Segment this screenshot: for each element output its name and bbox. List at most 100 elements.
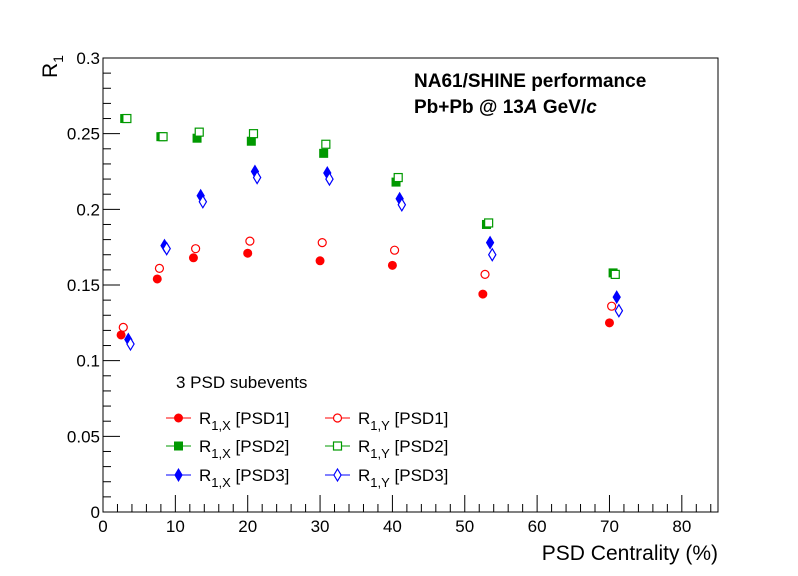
x-tick-label: 30: [311, 517, 330, 536]
data-point: [243, 248, 253, 258]
legend-label-sub: 1,Y: [370, 475, 390, 490]
legend-label-sub: 1,X: [211, 418, 231, 433]
x-tick-label: 70: [600, 517, 619, 536]
tick-labels: 0 10 20 30 40 50 60 70 80 0 0.05 0.1 0.15 0.2 0.25 0.3: [67, 49, 691, 536]
series-r1-y-psd3: [126, 170, 624, 352]
x-axis-title: PSD Centrality (%): [542, 542, 718, 565]
y-tick-label: 0.25: [67, 125, 100, 144]
y-axis-title-main: R: [39, 63, 62, 78]
legend-label-rest: [PSD3]: [231, 466, 290, 485]
x-tick-label: 10: [166, 517, 185, 536]
data-point: [607, 301, 617, 311]
legend-label-sub: 1,X: [211, 446, 231, 461]
data-point: [126, 336, 135, 352]
data-point: [389, 245, 400, 255]
legend-label: R1,X [PSD3]: [199, 466, 289, 490]
data-point: [252, 170, 262, 185]
y-axis-title-sub: 1: [50, 55, 66, 63]
data-markers: [116, 113, 624, 352]
legend-label-main: R: [199, 437, 211, 456]
data-point: [118, 322, 128, 332]
legend-label: R1,Y [PSD3]: [358, 466, 448, 490]
data-point: [480, 269, 490, 280]
data-point: [478, 289, 488, 299]
data-point: [162, 241, 171, 256]
legend-entry: R1,X [PSD3]: [166, 466, 289, 490]
legend-label-rest: [PSD2]: [390, 437, 449, 456]
y-tick-label: 0: [91, 503, 100, 522]
data-point: [387, 260, 397, 270]
y-tick-label: 0.2: [76, 200, 100, 219]
series-r1-y-psd1: [118, 236, 617, 332]
annotation-system-part2: A: [523, 97, 538, 118]
data-point: [393, 172, 403, 183]
x-tick-label: 80: [672, 517, 691, 536]
legend-marker: [332, 441, 343, 451]
legend-label-main: R: [358, 409, 370, 428]
data-point: [188, 253, 198, 263]
x-tick-label: 50: [455, 517, 474, 536]
data-point: [614, 303, 624, 318]
data-point: [315, 256, 325, 266]
legend-entry: R1,Y [PSD1]: [325, 409, 448, 433]
data-point: [246, 136, 256, 146]
annotation-system-part4: c: [586, 97, 597, 118]
svg-text:R1: R1: [39, 55, 66, 78]
legend-marker: [174, 413, 183, 423]
legend-label-rest: [PSD2]: [231, 437, 290, 456]
legend-entry: R1,X [PSD2]: [166, 437, 289, 461]
data-point: [604, 318, 614, 328]
data-point: [610, 269, 620, 280]
data-point: [485, 235, 495, 250]
x-tick-label: 60: [528, 517, 547, 536]
data-point: [612, 290, 621, 305]
legend-label: R1,Y [PSD1]: [358, 409, 448, 433]
series-r1-y-psd2: [122, 113, 620, 280]
legend-marker: [174, 441, 183, 451]
data-point: [325, 171, 334, 187]
legend-label-main: R: [199, 466, 211, 485]
legend-header: 3 PSD subevents: [176, 373, 307, 392]
data-point: [245, 236, 255, 246]
annotation-system: Pb+Pb @ 13A GeV/c: [414, 97, 597, 118]
legend-entry: R1,Y [PSD3]: [325, 466, 448, 490]
data-point: [484, 218, 494, 228]
y-tick-label: 0.15: [67, 276, 100, 295]
y-axis-title: R1: [39, 55, 66, 78]
legend: R1,X [PSD1] R1,Y [PSD1]R1,X [PSD2] R1,Y [P…: [166, 409, 448, 490]
axis-ticks: [102, 57, 712, 513]
legend-marker: [332, 413, 343, 423]
legend-label-rest: [PSD1]: [390, 409, 449, 428]
legend-label-main: R: [358, 437, 370, 456]
legend-label-rest: [PSD3]: [390, 466, 449, 485]
plot-frame: [102, 57, 719, 513]
y-tick-label: 0.3: [76, 49, 100, 68]
x-tick-label: 40: [383, 517, 402, 536]
legend-label-main: R: [358, 466, 370, 485]
annotation-experiment: NA61/SHINE performance: [414, 71, 646, 92]
data-point: [317, 238, 327, 248]
annotation-system-part3: GeV/: [538, 97, 587, 118]
x-tick-label: 0: [98, 517, 107, 536]
data-point: [397, 197, 407, 212]
legend-entry: R1,Y [PSD2]: [325, 437, 448, 461]
data-point: [191, 244, 201, 254]
annotation-system-part1: Pb+Pb @ 13: [414, 97, 524, 118]
y-tick-label: 0.05: [67, 427, 100, 446]
legend-label: R1,X [PSD1]: [199, 409, 289, 433]
legend-marker: [174, 468, 183, 482]
legend-label: R1,Y [PSD2]: [358, 437, 448, 461]
data-point: [152, 274, 162, 284]
data-point: [122, 113, 132, 124]
y-tick-label: 0.1: [76, 352, 100, 371]
x-tick-label: 20: [238, 517, 257, 536]
legend-label-main: R: [199, 409, 211, 428]
legend-label-sub: 1,Y: [370, 418, 390, 433]
data-point: [321, 139, 331, 149]
data-point: [248, 129, 259, 139]
series-r1-x-psd1: [116, 248, 614, 340]
legend-label-sub: 1,Y: [370, 446, 390, 461]
data-point: [158, 132, 168, 142]
